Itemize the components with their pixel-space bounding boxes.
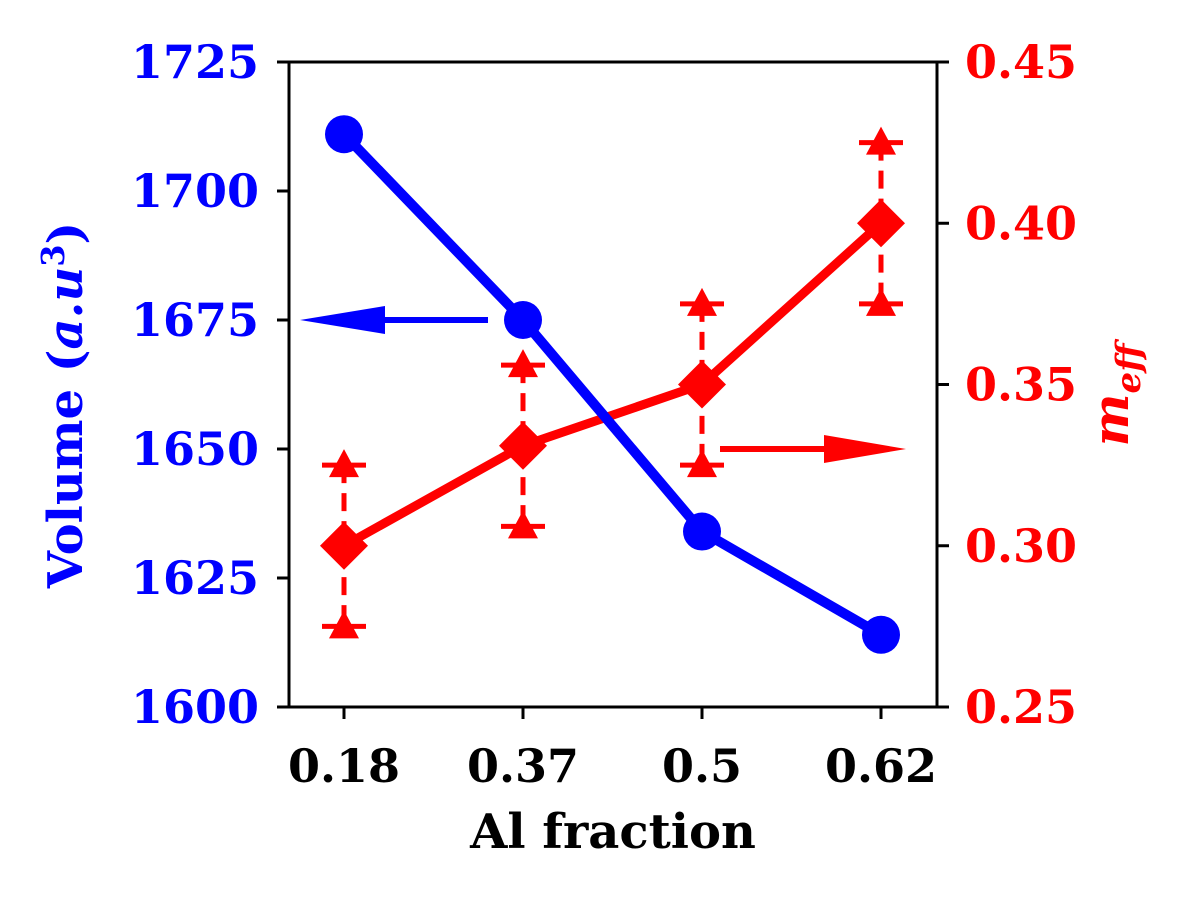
series-line-meff — [341, 219, 885, 550]
y-left-tick-label: 1700 — [131, 164, 259, 218]
data-point-volume — [325, 115, 363, 154]
error-cap-marker — [329, 449, 359, 478]
y-right-tick-label: 0.30 — [965, 519, 1077, 573]
error-cap-marker — [866, 126, 896, 155]
x-tick-label: 0.37 — [467, 739, 579, 793]
y-left-axis-title: Volume (a.u3) — [34, 222, 94, 589]
y-right-tick-label: 0.40 — [965, 196, 1077, 250]
arrow-right-head — [824, 435, 906, 463]
error-cap-marker — [329, 610, 359, 639]
x-tick-label: 0.5 — [662, 739, 742, 793]
data-point-volume — [862, 615, 900, 654]
error-cap-marker — [508, 510, 538, 539]
labels-layer: 0.18 0.37 0.5 0.62 1600 1625 1650 1675 1700 1725 0… — [34, 35, 1149, 860]
data-point-volume — [683, 512, 721, 551]
y-left-tick-label: 1675 — [131, 293, 259, 347]
axes-layer — [277, 60, 949, 719]
y-left-tick-label: 1600 — [131, 680, 259, 734]
y-left-tick-label: 1625 — [131, 551, 259, 605]
error-cap-marker — [687, 449, 717, 478]
data-point-meff — [857, 199, 905, 248]
series-layer — [300, 115, 906, 654]
y-left-tick-label: 1725 — [131, 35, 259, 89]
series-line-volume — [340, 130, 884, 640]
error-cap-marker — [866, 287, 896, 316]
x-axis-title: Al fraction — [469, 804, 756, 860]
error-cap-marker — [687, 287, 717, 316]
y-right-tick-label: 0.45 — [965, 35, 1077, 89]
x-tick-label: 0.18 — [288, 739, 400, 793]
error-cap-marker — [508, 349, 538, 378]
data-point-volume — [504, 301, 542, 339]
y-right-axis-title: meff — [1081, 338, 1149, 447]
x-tick-label: 0.62 — [825, 739, 937, 793]
y-right-tick-label: 0.25 — [965, 680, 1077, 734]
data-point-meff — [320, 521, 368, 570]
arrow-left-head — [300, 306, 385, 334]
y-right-tick-label: 0.35 — [965, 358, 1077, 412]
y-left-tick-label: 1650 — [131, 422, 259, 476]
data-point-meff — [499, 421, 547, 470]
data-point-meff — [678, 360, 726, 409]
